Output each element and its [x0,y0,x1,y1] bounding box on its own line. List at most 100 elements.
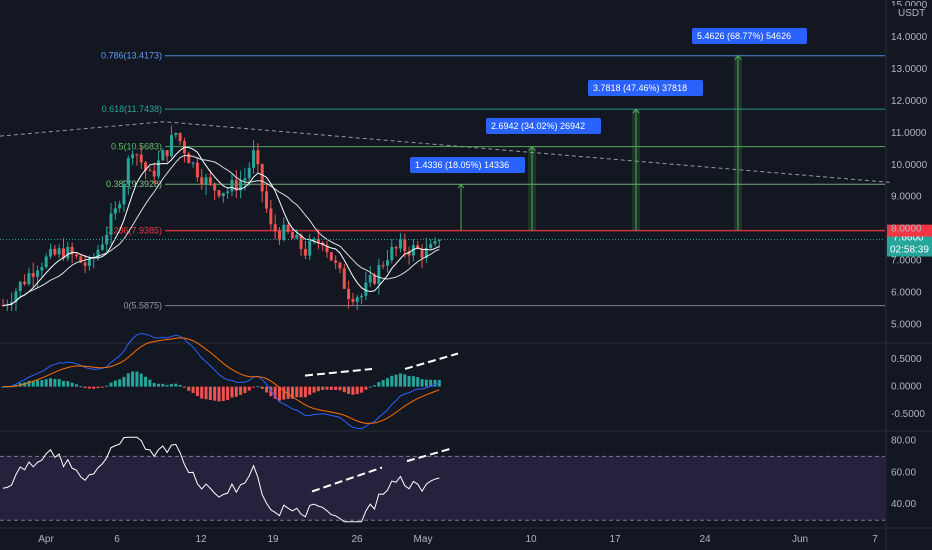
currency-label: USDT [898,8,925,19]
macd-histogram-bar [316,386,320,392]
candle [381,265,385,267]
price-axis-tick: 6.0000 [891,288,922,299]
moving-average-slow [2,154,440,306]
candle [277,231,281,240]
candle [398,239,402,249]
macd-histogram-bar [256,386,260,388]
macd-histogram-bar [286,386,290,400]
macd-histogram-bar [148,379,152,387]
target-arrow-head [734,54,742,61]
macd-histogram-bar [100,386,104,388]
macd-histogram-bar [53,378,57,387]
candle [403,239,407,252]
macd-histogram-bar [226,386,230,400]
price-axis-tick: 5.0000 [891,319,922,330]
candle [200,177,204,185]
candle [243,178,247,181]
candle [61,248,65,259]
time-axis-tick: 17 [609,534,621,545]
candle [148,170,152,172]
candle [269,208,273,225]
macd-histogram-bar [398,373,402,387]
candle [316,238,320,243]
time-axis-tick: 24 [699,534,711,545]
candle [83,262,87,266]
candle [53,248,57,255]
macd-histogram-bar [161,383,165,387]
time-axis-tick: 6 [114,534,120,545]
macd-histogram-bar [204,386,208,400]
rsi-line [2,436,440,523]
macd-histogram-bar [312,386,316,393]
macd-histogram-bar [334,386,338,391]
macd-histogram-bar [57,379,61,387]
macd-histogram-bar [308,386,312,395]
candle [144,162,148,171]
macd-histogram-bar [109,382,113,387]
price-axis-tick: 7.0000 [891,256,922,267]
candle [230,180,234,192]
macd-histogram-bar [234,386,238,397]
macd-axis-tick: 0.0000 [891,382,922,393]
candle [10,302,14,305]
time-axis-tick: 12 [195,534,207,545]
target-label: 1.4336 (18.05%) 14336 [415,160,509,170]
candle [169,135,173,157]
macd-histogram-bar [83,386,87,389]
macd-histogram-bar [44,379,48,387]
candle [385,260,389,266]
macd-histogram-bar [273,386,277,399]
candle [282,224,286,240]
candle [312,238,316,241]
macd-histogram-bar [381,380,385,387]
rsi-projection-line [406,447,453,463]
candle [161,150,165,161]
time-axis-tick: Apr [38,534,54,545]
candle [66,246,70,259]
macd-histogram-bar [27,380,31,387]
macd-histogram-bar [165,385,169,387]
macd-signal-line [2,337,440,424]
candle [368,275,372,283]
rsi-band [0,456,885,521]
macd-histogram-bar [407,375,411,387]
macd-histogram-bar [178,384,182,387]
candle [303,248,307,256]
macd-histogram-bar [135,371,139,387]
candle [424,248,428,258]
candle [273,224,277,232]
macd-projection-line [404,352,459,370]
macd-histogram-bar [433,379,437,387]
macd-histogram-bar [200,386,204,399]
candle [195,162,199,178]
candle [351,299,355,302]
target-arrow-head [528,145,536,151]
candle [373,275,377,284]
macd-histogram-bar [260,386,264,389]
macd-histogram-bar [70,382,74,387]
macd-histogram-bar [191,386,195,393]
candle [265,191,269,209]
macd-histogram-bar [385,378,389,387]
macd-histogram-bar [230,386,234,398]
fib-level-label: 0(5.5875) [123,301,162,311]
macd-histogram-bar [144,376,148,387]
macd-histogram-bar [221,386,225,401]
candle [191,162,195,164]
candle [437,239,441,241]
fib-level-label: 0.5(10.5683) [111,142,162,152]
time-axis-tick: Jun [792,534,808,545]
candle [329,252,333,261]
currency-badge-bg [889,6,921,19]
candle [14,291,18,303]
time-axis-tick: 19 [267,534,279,545]
macd-histogram-bar [87,386,91,389]
candle [252,150,256,168]
time-axis-tick: May [414,534,433,545]
candle [208,177,212,184]
target-label: 5.4626 (68.77%) 54626 [697,31,791,41]
candle [79,256,83,263]
macd-histogram-bar [247,386,251,391]
macd-histogram-bar [92,386,96,389]
